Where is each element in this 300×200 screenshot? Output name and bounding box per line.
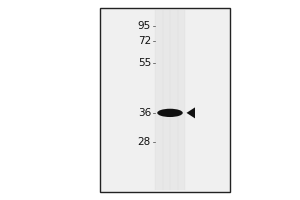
Text: 72: 72 [138, 36, 151, 46]
Text: 36: 36 [138, 108, 151, 118]
Text: 95: 95 [138, 21, 151, 31]
Ellipse shape [157, 109, 183, 117]
Bar [100, 8, 230, 192]
Text: 28: 28 [138, 137, 151, 147]
Text: 55: 55 [138, 58, 151, 68]
Bar [155, 10, 185, 190]
Polygon shape [187, 107, 195, 118]
